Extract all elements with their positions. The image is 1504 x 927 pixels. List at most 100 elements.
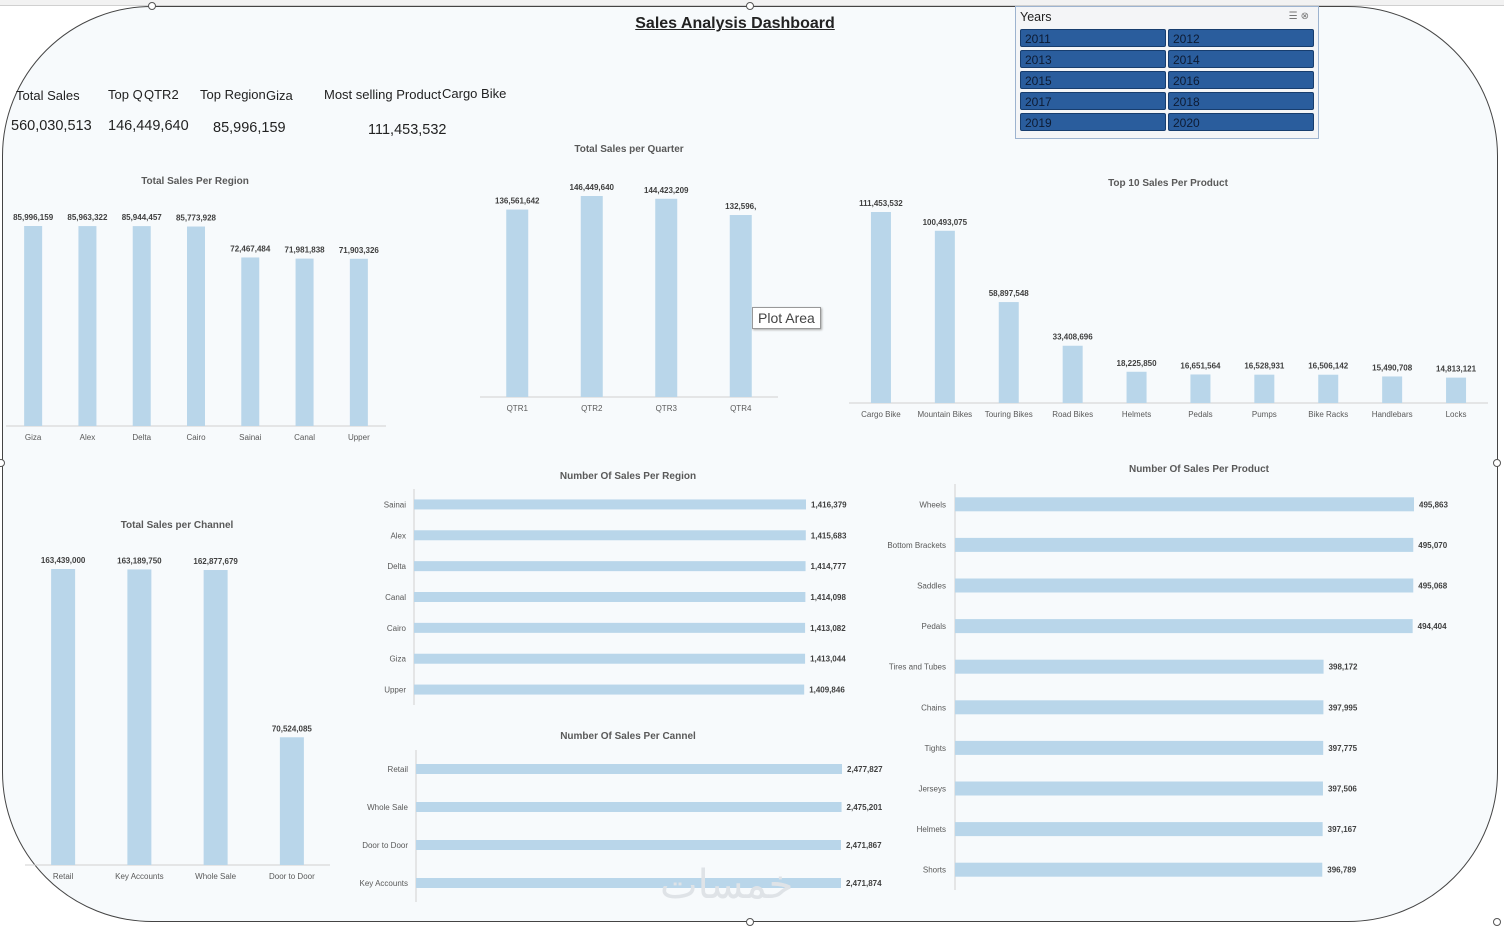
chart-title: Total Sales per Quarter: [574, 144, 683, 155]
bar: [414, 561, 806, 572]
bar: [295, 258, 314, 426]
slicer-item[interactable]: 2016: [1168, 71, 1314, 89]
bar: [414, 653, 806, 664]
bar: [127, 569, 152, 865]
data-label: 146,449,640: [570, 183, 615, 192]
category-label: Upper: [348, 433, 370, 442]
category-label: Giza: [390, 655, 407, 664]
chart-title: Number Of Sales Per Product: [1129, 464, 1270, 475]
bar: [414, 684, 805, 695]
data-label: 398,172: [1329, 663, 1358, 672]
resize-handle-bottom-right[interactable]: [1493, 918, 1501, 926]
category-label: Handlebars: [1372, 410, 1413, 419]
data-label: 2,475,201: [847, 803, 883, 812]
category-label: Delta: [132, 433, 151, 442]
data-label: 1,413,044: [810, 655, 846, 664]
data-label: 495,068: [1418, 582, 1447, 591]
multi-select-icon[interactable]: ☰: [1288, 11, 1301, 22]
bar: [1062, 345, 1083, 403]
kpi-top-region-value: 85,996,159: [213, 120, 286, 136]
category-label: Jerseys: [918, 785, 946, 794]
bar: [1446, 377, 1467, 403]
data-label: 14,813,121: [1436, 365, 1477, 374]
bar: [955, 700, 1324, 715]
data-label: 71,981,838: [285, 246, 326, 255]
category-label: Whole Sale: [367, 803, 408, 812]
category-label: Alex: [80, 433, 96, 442]
slicer-item[interactable]: 2014: [1168, 50, 1314, 68]
bar: [506, 209, 529, 397]
resize-handle-right[interactable]: [1493, 459, 1501, 467]
category-label: Helmets: [1122, 410, 1151, 419]
data-label: 71,903,326: [339, 246, 380, 255]
bar: [414, 530, 806, 541]
category-label: Touring Bikes: [985, 410, 1033, 419]
slicer-item[interactable]: 2011: [1020, 29, 1166, 47]
resize-handle-top-left[interactable]: [148, 2, 156, 10]
bar: [414, 592, 806, 602]
slicer-item[interactable]: 2018: [1168, 92, 1314, 110]
chart-title: Total Sales Per Region: [141, 176, 249, 187]
kpi-top-q-name: QTR2: [144, 87, 179, 102]
bar: [955, 659, 1324, 674]
bar: [729, 215, 752, 397]
data-label: 1,414,777: [811, 562, 847, 571]
slicer-item[interactable]: 2012: [1168, 29, 1314, 47]
category-label: QTR1: [507, 404, 529, 413]
category-label: Door to Door: [362, 841, 408, 850]
slicer-item[interactable]: 2013: [1020, 50, 1166, 68]
slicer-item[interactable]: 2015: [1020, 71, 1166, 89]
data-label: 397,167: [1328, 825, 1357, 834]
kpi-top-product-name: Cargo Bike: [442, 86, 507, 101]
clear-filter-icon[interactable]: ⊗: [1300, 11, 1312, 22]
kpi-top-product-value: 111,453,532: [368, 122, 447, 138]
data-label: 85,963,322: [67, 213, 108, 222]
years-slicer[interactable]: Years ☰⊗ 2011 2012 2013 2014 2015 2016 2…: [1015, 6, 1319, 139]
bar: [955, 578, 1414, 593]
bar: [580, 196, 603, 397]
data-label: 494,404: [1418, 622, 1447, 631]
kpi-top-product-label: Most selling Product: [324, 87, 442, 102]
kpi-top-region-label: Top Region: [200, 87, 266, 102]
data-label: 162,877,679: [193, 557, 238, 566]
bar: [955, 619, 1413, 634]
category-label: Key Accounts: [360, 879, 408, 888]
category-label: Bottom Brackets: [887, 541, 946, 550]
category-label: Whole Sale: [195, 872, 236, 881]
resize-handle-left[interactable]: [0, 459, 5, 467]
category-label: Locks: [1446, 410, 1467, 419]
category-label: Pedals: [922, 622, 946, 631]
category-label: Sainai: [239, 433, 261, 442]
slicer-item[interactable]: 2019: [1020, 113, 1166, 131]
bar: [955, 537, 1414, 552]
data-label: 2,471,874: [846, 879, 882, 888]
data-label: 163,189,750: [117, 556, 162, 565]
category-label: Key Accounts: [115, 872, 163, 881]
category-label: Wheels: [919, 500, 946, 509]
category-label: Mountain Bikes: [917, 410, 972, 419]
data-label: 16,651,564: [1180, 361, 1221, 370]
data-label: 144,423,209: [644, 186, 689, 195]
bar: [955, 822, 1323, 837]
resize-handle-bottom[interactable]: [746, 918, 754, 926]
data-label: 397,506: [1328, 785, 1357, 794]
data-label: 397,775: [1328, 744, 1357, 753]
chart-title: Total Sales per Channel: [121, 520, 234, 531]
resize-handle-top[interactable]: [746, 2, 754, 10]
category-label: Tires and Tubes: [889, 663, 946, 672]
bar: [349, 258, 368, 426]
category-label: Pumps: [1252, 410, 1277, 419]
watermark: خمسات: [660, 862, 794, 908]
category-label: Tights: [925, 744, 947, 753]
category-label: Road Bikes: [1052, 410, 1093, 419]
slicer-item[interactable]: 2020: [1168, 113, 1314, 131]
category-label: Alex: [390, 531, 406, 540]
chart-title: Top 10 Sales Per Product: [1108, 178, 1229, 189]
bar: [998, 302, 1019, 403]
category-label: Retail: [388, 765, 409, 774]
chart-title: Number Of Sales Per Region: [560, 471, 696, 482]
data-label: 85,944,457: [122, 213, 163, 222]
category-label: Sainai: [384, 500, 406, 509]
slicer-item[interactable]: 2017: [1020, 92, 1166, 110]
